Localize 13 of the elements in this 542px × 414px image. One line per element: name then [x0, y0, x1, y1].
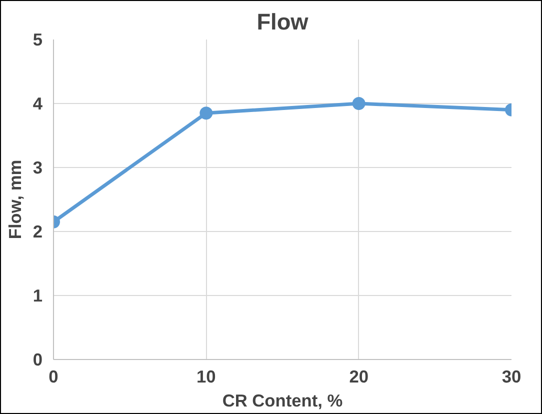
y-tick-label: 5: [32, 30, 43, 50]
x-tick-label: 20: [349, 366, 368, 386]
chart-title: Flow: [256, 8, 309, 34]
x-axis-title: CR Content, %: [222, 390, 343, 410]
x-tick-label: 10: [196, 366, 216, 386]
y-tick-label: 4: [32, 94, 43, 114]
x-tick-label: 30: [502, 366, 522, 386]
y-tick-label: 3: [32, 158, 43, 178]
y-axis-title: Flow, mm: [4, 160, 25, 240]
x-tick-label: 0: [48, 366, 58, 386]
y-tick-label: 2: [32, 222, 43, 242]
y-tick-label: 1: [32, 286, 43, 306]
y-tick-label: 0: [32, 350, 43, 370]
